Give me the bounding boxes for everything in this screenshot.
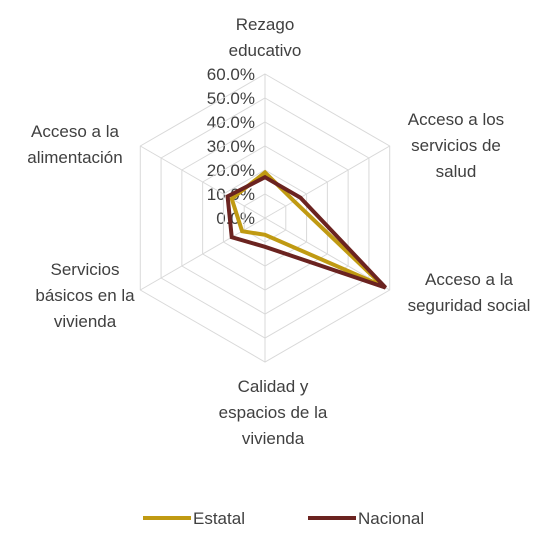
spoke [140, 145, 266, 219]
category-label: Acceso a los [408, 110, 504, 129]
category-label: Calidad y [238, 377, 309, 396]
spoke [264, 145, 390, 219]
category-label: espacios de la [219, 403, 328, 422]
series-line [229, 169, 385, 289]
r-tick-label: 40.0% [207, 113, 255, 132]
category-label: educativo [229, 41, 302, 60]
r-tick-label: 60.0% [207, 65, 255, 84]
category-label: básicos en la [35, 286, 135, 305]
category-label: servicios de [411, 136, 501, 155]
legend-label: Estatal [193, 509, 245, 528]
legend-label: Nacional [358, 509, 424, 528]
category-label: vivienda [54, 312, 117, 331]
category-label: Acceso a la [31, 122, 119, 141]
category-label: seguridad social [408, 296, 531, 315]
r-tick-label: 50.0% [207, 89, 255, 108]
category-label: Rezago [236, 15, 295, 34]
category-label: Servicios [51, 260, 120, 279]
category-label: Acceso a la [425, 270, 513, 289]
r-tick-label: 20.0% [207, 161, 255, 180]
r-tick-label: 0.0% [216, 209, 255, 228]
r-tick-label: 30.0% [207, 137, 255, 156]
category-label: vivienda [242, 429, 305, 448]
category-label: salud [436, 162, 477, 181]
series-line [225, 174, 388, 290]
category-label: alimentación [27, 148, 122, 167]
